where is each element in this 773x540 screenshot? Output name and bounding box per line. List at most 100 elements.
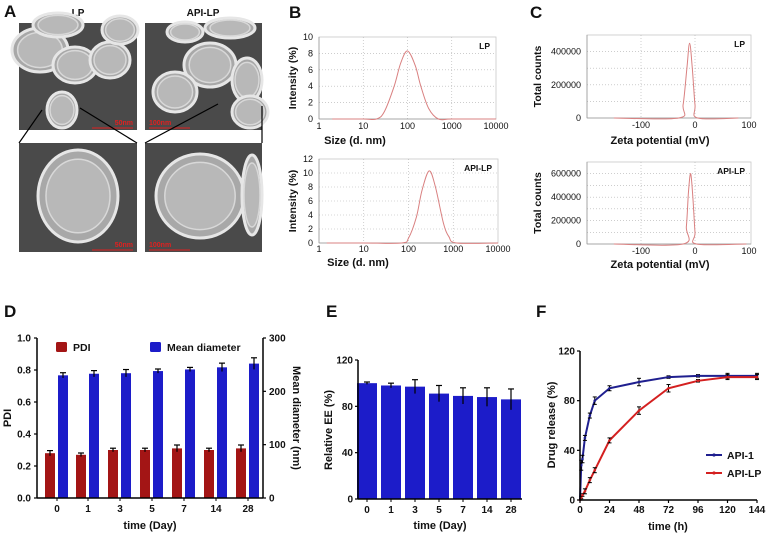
vesicle-core (93, 44, 127, 76)
pdi-bar (204, 450, 214, 498)
y-axis-label: Intensity (%) (287, 170, 299, 232)
api-lp-data-point (608, 439, 611, 442)
y2-axis-label: Mean diameter (nm) (290, 366, 302, 470)
api-lp-data-point (583, 490, 587, 493)
vesicle-core (45, 158, 111, 234)
api-lp-data-point (581, 493, 584, 497)
zeta-lp-data-point (678, 117, 680, 119)
y-tick-label: 2 (308, 98, 313, 108)
x-tick-label: 3 (412, 505, 418, 516)
x-axis-label: time (h) (648, 521, 688, 533)
dls-lp-data-point (393, 85, 395, 87)
pdi-bar (76, 454, 86, 498)
zeta-lp-data-point (613, 117, 615, 119)
zeta-lp-data-point (686, 67, 688, 69)
y-tick-label: 80 (564, 396, 576, 407)
zeta-lp-data-point (694, 104, 696, 106)
x-tick-label: 0 (54, 504, 60, 515)
mean-diameter-bar (58, 375, 68, 498)
vesicle-core (234, 61, 260, 99)
y2-tick-label: 300 (269, 334, 286, 345)
vesicle-core (104, 18, 136, 42)
mean-diameter-bar (89, 373, 99, 498)
y-tick-label: 200000 (551, 216, 581, 226)
dls-lp-data-point (376, 118, 377, 120)
y-tick-label: 1.0 (17, 334, 31, 345)
panel-letter-e: E (326, 302, 337, 321)
zeta-api-lp-sample-label: API-LP (717, 166, 745, 176)
y-tick-label: 0.8 (17, 366, 31, 377)
dls-lp-data-point (428, 108, 429, 109)
zeta-lp-data-point (682, 104, 684, 106)
relative-ee-bar (429, 393, 449, 499)
x-tick-label: 7 (181, 504, 187, 515)
y-tick-label: 0.2 (17, 462, 31, 473)
x-tick-label: 28 (505, 505, 517, 516)
x-tick-label: 24 (604, 505, 616, 516)
dls-api-lp-data-point (416, 216, 417, 218)
api-1-data-point (608, 386, 611, 390)
vesicle-core (209, 19, 251, 37)
panel-letter-a: A (4, 2, 16, 21)
pdi-bar (172, 448, 182, 498)
x-tick-label: 0 (364, 505, 370, 516)
x-tick-label: 0 (692, 120, 697, 130)
zoom-connector-line (144, 103, 219, 144)
x-tick-label: 5 (436, 505, 442, 516)
legend-label-api-lp: API-LP (727, 468, 761, 480)
dls-api-lp-data-point (443, 222, 444, 223)
dls-api-lp-data-point (401, 242, 402, 244)
x-axis-label: Zeta potential (mV) (610, 135, 709, 147)
y-axis-label: PDI (2, 409, 14, 427)
x-axis-label: Size (d. nm) (324, 135, 386, 147)
y-tick-label: 80 (342, 402, 354, 413)
zeta-api-lp-data-point (694, 231, 696, 233)
relative-ee-bar (405, 386, 425, 499)
legend-label-mean-diameter: Mean diameter (167, 342, 241, 354)
zeta-lp-data-point (737, 117, 739, 119)
legend-swatch-mean-diameter (150, 342, 161, 352)
y-tick-label: 0 (347, 495, 353, 506)
y-tick-label: 6 (308, 196, 313, 206)
zeta-lp-data-point (689, 43, 690, 44)
vesicle-core (156, 75, 194, 109)
api-lp-data-point (667, 386, 670, 390)
api-lp-data-point (755, 375, 759, 379)
tem-column-title-lp: LP (72, 8, 85, 19)
api-1-data-point (583, 436, 587, 440)
x-tick-label: 3 (117, 504, 123, 515)
vesicle-core (169, 23, 201, 41)
y-tick-label: 0.4 (17, 430, 31, 441)
x-tick-label: 100 (741, 120, 756, 130)
x-tick-label: 10 (359, 244, 369, 254)
zeta-api-lp-data-point (688, 190, 689, 192)
x-tick-label: 28 (242, 504, 254, 515)
x-tick-label: -100 (632, 246, 650, 256)
zoom-connector-line (79, 107, 138, 144)
x-tick-label: 7 (460, 505, 466, 516)
api-1-release-line (579, 374, 757, 501)
x-tick-label: 1000 (443, 244, 463, 254)
api-1-data-point (696, 374, 700, 378)
y-tick-label: 0 (569, 496, 575, 507)
x-tick-label: 14 (481, 505, 493, 516)
panel-letter-b: B (289, 3, 301, 22)
tem-column-title-api-lp: API-LP (187, 8, 220, 19)
y-tick-label: 10 (303, 168, 313, 178)
y-tick-label: 0.6 (17, 398, 31, 409)
zeta-api-lp-data-point (692, 196, 694, 198)
zeta-api-lp-data-point (746, 243, 747, 245)
dls-api-lp-data-point (497, 242, 499, 244)
y-tick-label: 4 (308, 210, 313, 220)
x-tick-label: 1 (85, 504, 91, 515)
api-lp-data-point (696, 379, 700, 383)
legend-marker-api-1 (712, 453, 716, 457)
pdi-bar (108, 450, 118, 498)
y-tick-label: 10 (303, 32, 313, 42)
zeta-api-lp-data-point (682, 243, 684, 245)
pdi-bar (236, 448, 246, 498)
y-tick-label: 40 (342, 448, 354, 459)
legend-label-pdi: PDI (73, 342, 91, 354)
vesicle-core (243, 162, 261, 228)
